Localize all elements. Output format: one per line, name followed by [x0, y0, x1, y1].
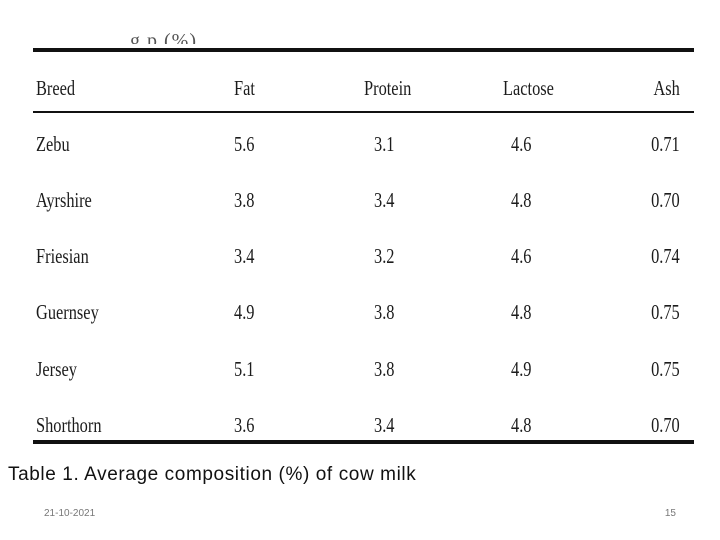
table-heading-fragment: g p (%)	[130, 30, 197, 44]
cell-fat: 3.4	[234, 244, 255, 268]
cell-breed: Jersey	[36, 357, 77, 381]
cell-fat: 3.6	[234, 413, 255, 437]
cell-fat: 3.8	[234, 188, 255, 212]
cell-lactose: 4.9	[511, 357, 532, 381]
cell-breed: Guernsey	[36, 300, 99, 324]
cell-ash: 0.70	[651, 188, 680, 212]
table-bottom-rule	[33, 440, 694, 444]
cell-protein: 3.1	[374, 132, 395, 156]
cell-breed: Ayrshire	[36, 188, 92, 212]
header-breed: Breed	[36, 76, 76, 100]
cell-lactose: 4.8	[511, 300, 532, 324]
cell-fat: 5.1	[234, 357, 255, 381]
cell-fat: 5.6	[234, 132, 255, 156]
cell-ash: 0.70	[651, 413, 680, 437]
cell-ash: 0.71	[651, 132, 680, 156]
cell-ash: 0.74	[651, 244, 680, 268]
header-fat: Fat	[234, 76, 255, 100]
cell-breed: Zebu	[36, 132, 70, 156]
cell-lactose: 4.8	[511, 413, 532, 437]
cell-protein: 3.8	[374, 357, 395, 381]
cell-protein: 3.8	[374, 300, 395, 324]
header-lactose: Lactose	[503, 76, 554, 100]
header-protein: Protein	[364, 76, 412, 100]
cell-breed: Shorthorn	[36, 413, 102, 437]
cell-breed: Friesian	[36, 244, 89, 268]
cell-lactose: 4.8	[511, 188, 532, 212]
cell-protein: 3.2	[374, 244, 395, 268]
cell-ash: 0.75	[651, 357, 680, 381]
cell-fat: 4.9	[234, 300, 255, 324]
header-ash: Ash	[653, 76, 680, 100]
table-caption: Table 1. Average composition (%) of cow …	[8, 464, 417, 485]
cell-lactose: 4.6	[511, 244, 532, 268]
cell-lactose: 4.6	[511, 132, 532, 156]
footer-date: 21-10-2021	[44, 508, 96, 519]
cell-protein: 3.4	[374, 413, 395, 437]
table-top-rule	[33, 48, 694, 52]
cell-ash: 0.75	[651, 300, 680, 324]
page-number: 15	[664, 508, 676, 519]
table-header-rule	[33, 111, 694, 113]
cell-protein: 3.4	[374, 188, 395, 212]
